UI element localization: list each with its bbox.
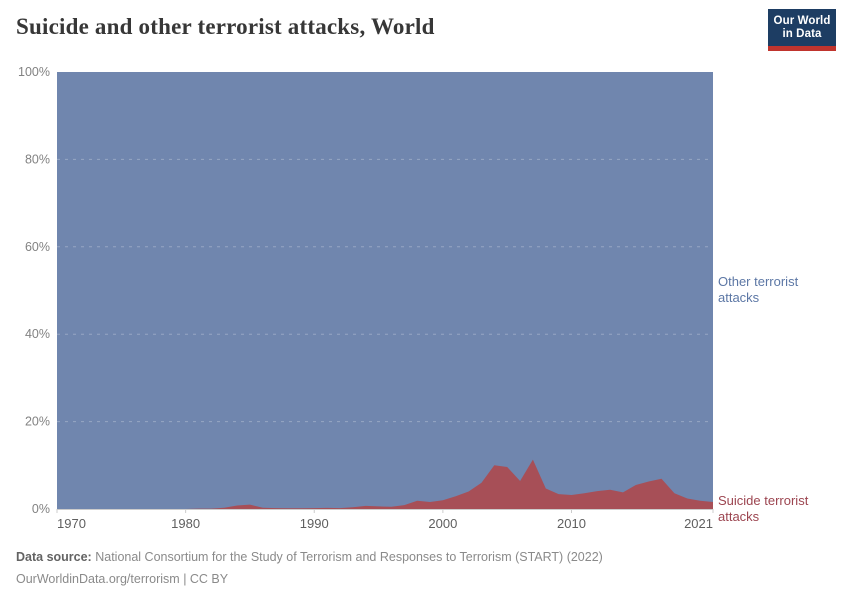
other-attacks-area — [57, 72, 713, 509]
y-tick-label: 80% — [25, 152, 50, 166]
x-tick-label: 2000 — [428, 516, 457, 531]
legend-suicide-label: Suicide terrorist attacks — [718, 493, 809, 524]
y-tick-label: 60% — [25, 240, 50, 254]
legend-other-label: Other terrorist attacks — [718, 274, 799, 305]
chart-title: Suicide and other terrorist attacks, Wor… — [16, 14, 435, 39]
data-source-line: Data source: National Consortium for the… — [16, 546, 603, 568]
plot-svg: 1970 1980 1990 2000 2010 2021 0% 20% 40% 60% 80% 10… — [18, 65, 714, 531]
footer: Data source: National Consortium for the… — [16, 546, 603, 590]
x-tick-label: 2010 — [557, 516, 586, 531]
y-tick-label: 20% — [25, 415, 50, 429]
y-tick-label: 0% — [32, 502, 50, 516]
owid-logo: Our World in Data — [768, 9, 836, 51]
y-tick-label: 100% — [18, 65, 50, 79]
owid-url-link[interactable]: OurWorldinData.org/terrorism — [16, 572, 180, 586]
license-text: | CC BY — [183, 572, 229, 586]
x-tick-label: 1970 — [57, 516, 86, 531]
license-line: OurWorldinData.org/terrorism | CC BY — [16, 568, 603, 590]
x-tick-label: 1990 — [300, 516, 329, 531]
suicide-attacks-area — [57, 459, 713, 509]
logo-line-1: Our World — [773, 15, 831, 27]
x-tick-label: 1980 — [171, 516, 200, 531]
data-source-text: National Consortium for the Study of Ter… — [95, 550, 603, 564]
data-source-label: Data source: — [16, 550, 92, 564]
x-tick-label: 2021 — [684, 516, 713, 531]
y-tick-label: 40% — [25, 327, 50, 341]
logo-line-2: in Data — [782, 28, 822, 40]
